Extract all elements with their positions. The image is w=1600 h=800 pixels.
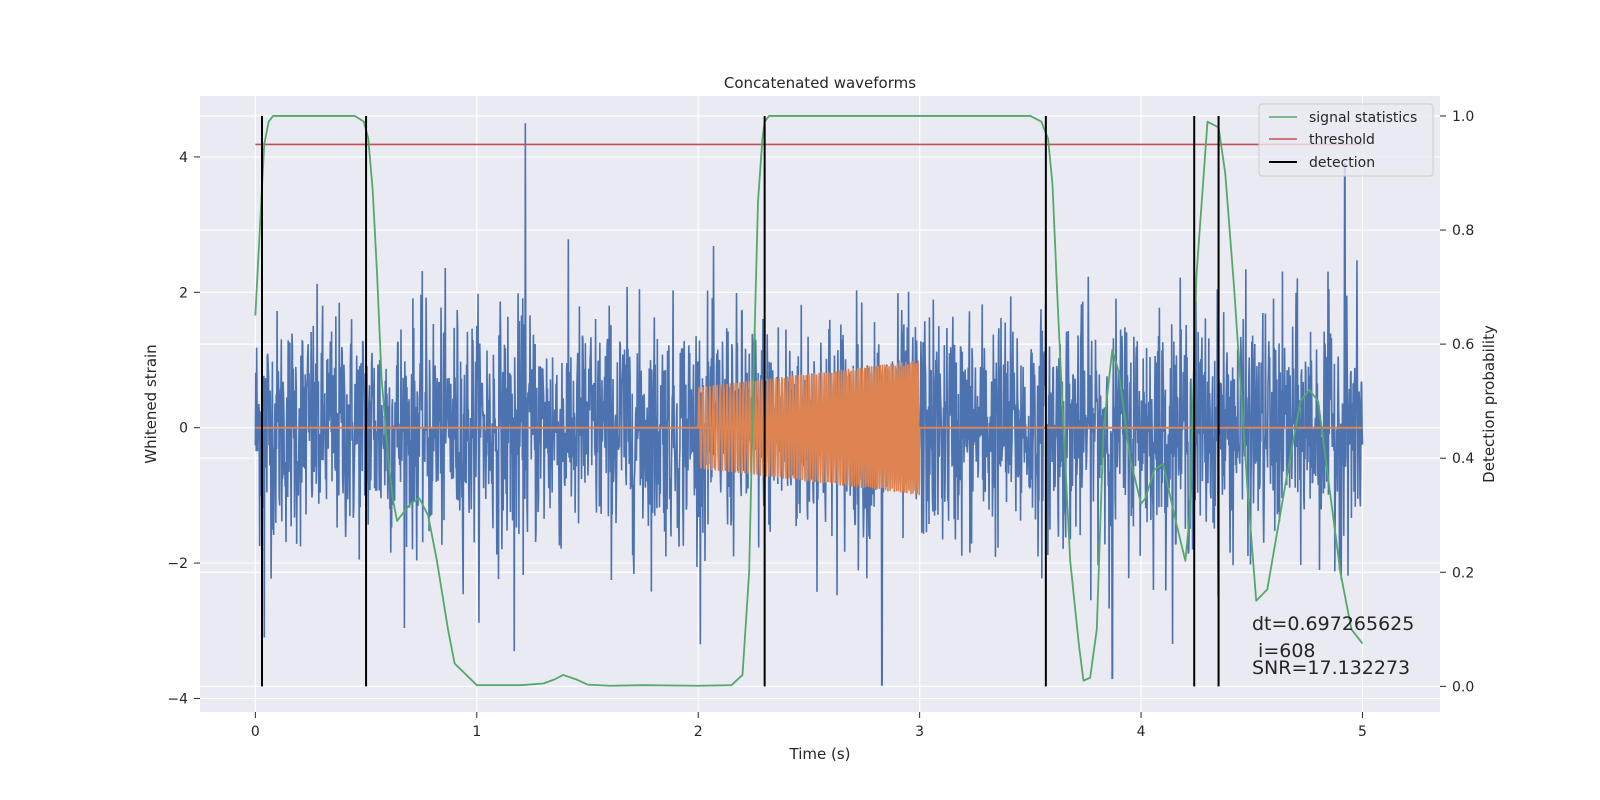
y-tick-label: 4 bbox=[179, 150, 188, 166]
y2-tick-label: 1.0 bbox=[1452, 109, 1474, 125]
y2-axis-label: Detection probability bbox=[1480, 325, 1498, 483]
legend: signal statistics threshold detection bbox=[1258, 103, 1434, 177]
y2-tick-label: 0.2 bbox=[1452, 565, 1474, 581]
y2-tick-label: 0.0 bbox=[1452, 679, 1474, 695]
chart-title: Concatenated waveforms bbox=[724, 74, 916, 92]
y-axis-label: Whitened strain bbox=[142, 344, 160, 463]
y2-tick-label: 0.4 bbox=[1452, 451, 1474, 467]
annotation-dt: dt=0.697265625 bbox=[1252, 613, 1414, 635]
y-tick-label: 2 bbox=[179, 285, 188, 301]
ticks: 0 1 2 3 4 5 −4 −2 0 2 4 0.0 0.2 0.4 0.6 0.8 1.0 bbox=[167, 109, 1474, 740]
x-tick-label: 1 bbox=[472, 724, 481, 740]
y-tick-label: −4 bbox=[167, 691, 188, 707]
legend-frame bbox=[1258, 103, 1434, 177]
annotation-snr: SNR=17.132273 bbox=[1252, 657, 1410, 679]
legend-label-signal-statistics: signal statistics bbox=[1309, 110, 1417, 126]
y2-tick-label: 0.8 bbox=[1452, 223, 1474, 239]
series-signal-statistics bbox=[254, 115, 1364, 687]
x-tick-label: 2 bbox=[694, 724, 703, 740]
y-tick-label: 0 bbox=[179, 421, 188, 437]
x-axis-label: Time (s) bbox=[789, 745, 851, 763]
annotation-index: i=608 bbox=[1252, 640, 1316, 662]
y-tick-label: −2 bbox=[167, 556, 188, 572]
series-layer bbox=[254, 115, 1364, 687]
x-tick-label: 4 bbox=[1137, 724, 1146, 740]
series-chirp bbox=[697, 360, 921, 496]
x-tick-label: 0 bbox=[251, 724, 260, 740]
x-tick-label: 5 bbox=[1358, 724, 1367, 740]
x-tick-label: 3 bbox=[915, 724, 924, 740]
legend-label-detection: detection bbox=[1309, 155, 1375, 171]
legend-label-threshold: threshold bbox=[1309, 132, 1375, 148]
y2-tick-label: 0.6 bbox=[1452, 337, 1474, 353]
